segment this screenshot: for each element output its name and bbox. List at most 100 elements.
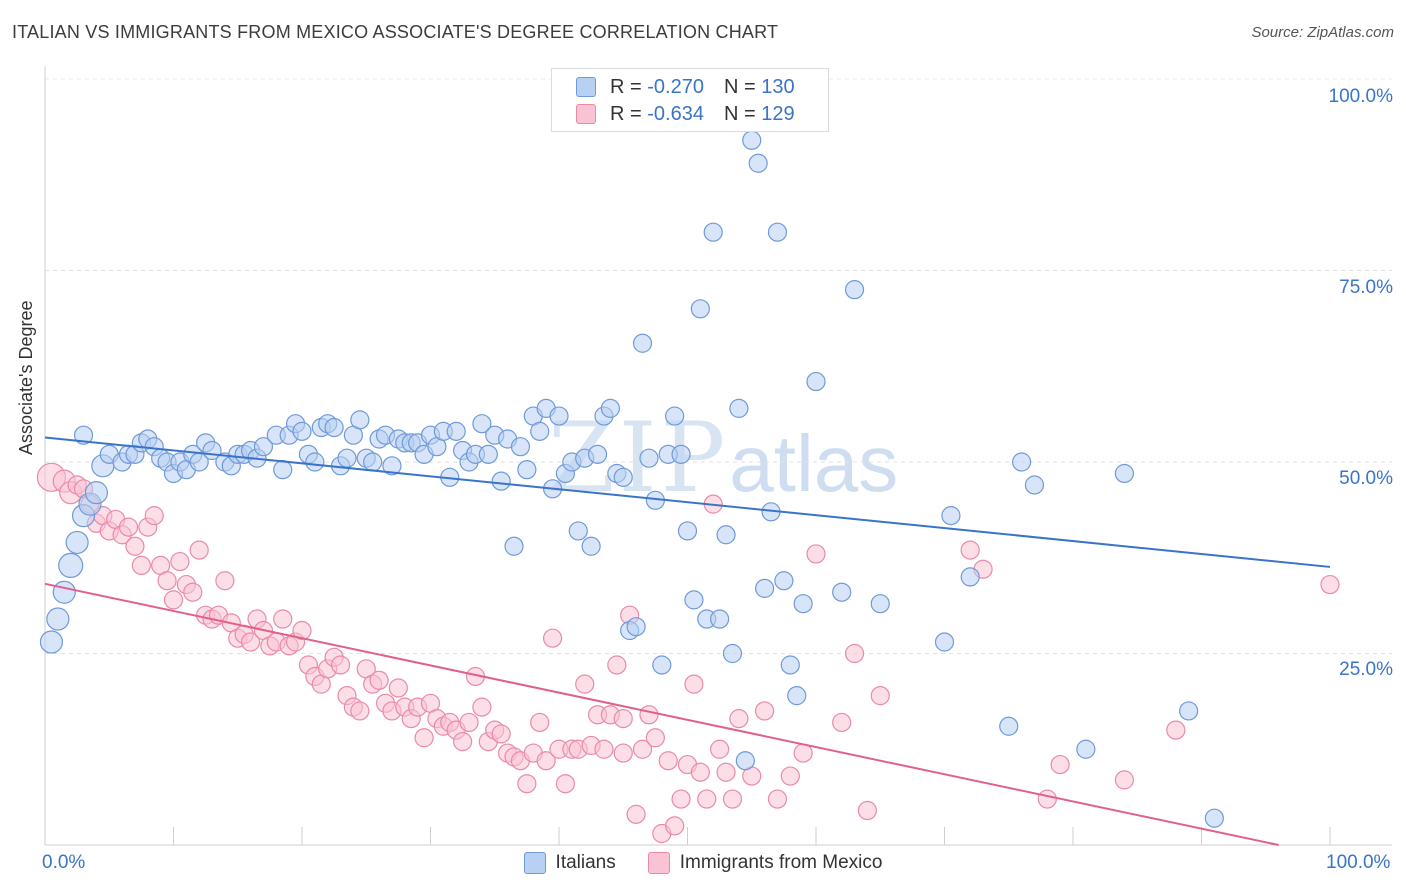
italians-point <box>1024 475 1045 495</box>
mexico-point <box>292 620 312 641</box>
legend-item-italians[interactable]: Italians <box>523 852 616 874</box>
mexico-point <box>125 536 145 556</box>
mexico-trend-line <box>44 582 1279 846</box>
n-label: N = <box>723 75 756 98</box>
italians-point <box>735 751 755 771</box>
italians-point <box>793 594 813 614</box>
mexico-point <box>459 712 479 733</box>
mexico-point <box>453 731 473 752</box>
mexico-point <box>163 590 184 610</box>
mexico-point <box>215 571 235 591</box>
italians-point <box>587 444 608 464</box>
mexico-point <box>870 686 890 706</box>
mexico-point <box>144 506 164 526</box>
italians-point <box>530 421 550 441</box>
mexico-point <box>330 655 351 675</box>
italians-point <box>626 617 646 637</box>
mexico-point <box>594 739 614 759</box>
italians-point <box>1011 452 1032 472</box>
n-label: N = <box>723 102 756 125</box>
italians-swatch <box>576 77 596 97</box>
italians-n-value: 130 <box>761 75 795 98</box>
italians-point <box>639 448 659 468</box>
italians-point <box>722 643 743 664</box>
mexico-point <box>767 789 788 809</box>
italians-legend-label: Italians <box>555 852 616 873</box>
mexico-point <box>414 728 434 748</box>
italians-point <box>273 460 293 480</box>
source-label: Source: ZipAtlas.com <box>1251 24 1394 41</box>
italians-point <box>780 655 800 675</box>
italians-point <box>767 222 788 242</box>
italians-point <box>742 130 762 150</box>
italians-point <box>844 280 865 300</box>
mexico-point <box>369 670 389 690</box>
italians-point <box>684 590 704 610</box>
italians-point <box>382 456 402 476</box>
italians-point <box>491 471 511 491</box>
mexico-point <box>131 555 151 576</box>
mexico-point <box>472 697 492 717</box>
italians-point <box>472 414 492 434</box>
italians-point <box>754 578 775 598</box>
mexico-point <box>542 628 563 648</box>
mexico-point <box>491 724 511 744</box>
mexico-point <box>780 766 800 786</box>
italians-point <box>568 521 588 541</box>
mexico-point <box>632 739 653 759</box>
italians-points <box>39 130 1224 828</box>
italians-point <box>1204 808 1224 828</box>
mexico-point <box>118 517 139 537</box>
mexico-point <box>722 789 743 809</box>
mexico-point <box>536 751 556 771</box>
italians-point <box>84 481 109 505</box>
mexico-point <box>729 709 749 729</box>
italians-point <box>806 371 826 392</box>
mexico-point <box>157 571 177 591</box>
italians-point <box>1179 701 1199 721</box>
mexico-point <box>639 705 659 725</box>
italians-point <box>504 536 524 556</box>
italians-point <box>613 467 633 487</box>
italians-point <box>65 530 89 555</box>
mexico-point <box>183 582 203 602</box>
stats-legend: R = -0.270 N = 130 R = -0.634 N = 129 <box>551 68 829 132</box>
mexico-point <box>170 551 190 572</box>
italians-point <box>324 417 344 438</box>
mexico-point <box>716 762 736 782</box>
italians-point <box>478 444 498 464</box>
italians-point <box>363 452 383 472</box>
mexico-point <box>832 712 852 733</box>
italians-point <box>677 521 698 541</box>
italians-point <box>292 421 312 441</box>
y-tick-label-50: 50.0% <box>1339 468 1393 489</box>
italians-point <box>652 655 672 675</box>
y-tick-label-75: 75.0% <box>1339 277 1393 298</box>
italians-point <box>549 406 569 426</box>
y-tick-label-25: 25.0% <box>1339 659 1393 680</box>
mexico-legend-label: Immigrants from Mexico <box>679 852 883 873</box>
italians-point <box>999 716 1019 736</box>
mexico-point <box>697 789 717 809</box>
mexico-point <box>710 739 730 759</box>
italians-point <box>46 607 70 631</box>
mexico-point <box>350 701 370 721</box>
grid-lines <box>45 78 1392 654</box>
series-legend: Italians Immigrants from Mexico <box>0 852 1406 874</box>
italians-point <box>73 425 94 445</box>
mexico-point <box>613 743 633 763</box>
mexico-legend-swatch <box>647 852 670 874</box>
mexico-point <box>690 762 710 782</box>
italians-legend-swatch <box>523 852 546 874</box>
italians-point <box>748 153 768 173</box>
mexico-point <box>645 728 665 748</box>
italians-point <box>581 536 601 556</box>
y-axis-title: Associate's Degree <box>16 300 36 455</box>
mexico-swatch <box>576 104 596 124</box>
italians-point <box>774 571 794 591</box>
italians-point <box>305 452 325 472</box>
mexico-point <box>388 678 408 698</box>
mexico-point <box>857 800 878 821</box>
legend-item-mexico[interactable]: Immigrants from Mexico <box>647 852 883 874</box>
